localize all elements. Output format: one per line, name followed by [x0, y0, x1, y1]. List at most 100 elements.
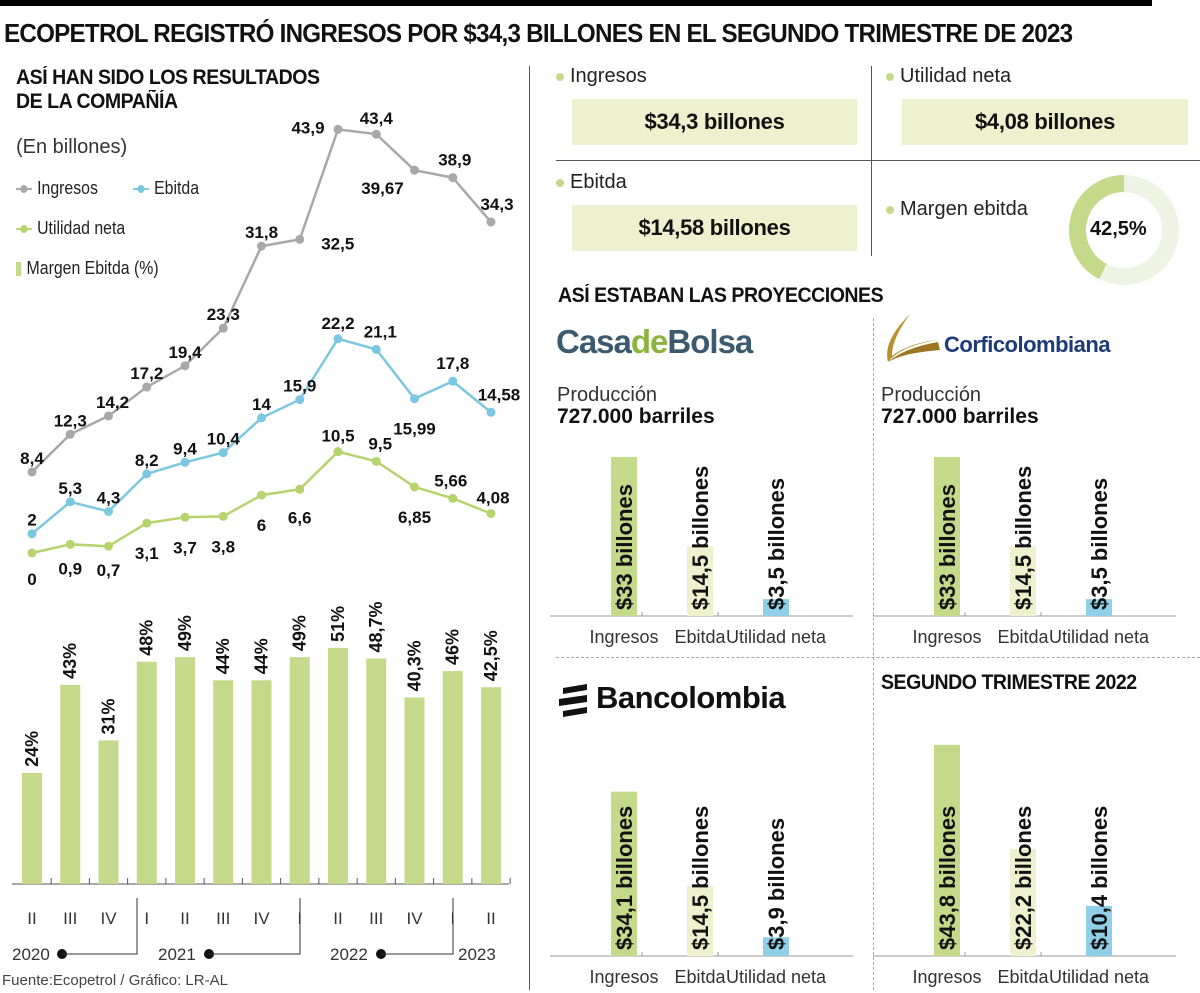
- corficolombiana-logo: [880, 312, 942, 371]
- data-point: [257, 490, 266, 500]
- quarter-tick-label: II: [333, 909, 342, 928]
- data-point: [218, 323, 228, 333]
- data-label: 43,4: [360, 109, 394, 128]
- quarter-tick-label: I: [144, 909, 149, 928]
- proj-bar: [611, 791, 637, 956]
- bar-label: 48%: [137, 620, 157, 656]
- proj-bar-label: $3,9 billones: [764, 818, 789, 950]
- data-point: [218, 448, 228, 458]
- data-point: [180, 457, 190, 467]
- proj-category-label: Utilidad neta: [726, 627, 827, 647]
- legend-margen: Margen Ebitda (%): [16, 258, 159, 279]
- data-point: [333, 334, 343, 344]
- data-label: 2: [27, 511, 36, 530]
- data-point: [410, 165, 419, 175]
- margin-bar: [481, 687, 501, 884]
- q2-2022-title: SEGUNDO TRIMESTRE 2022: [881, 671, 1137, 694]
- data-label: 5,66: [434, 471, 467, 490]
- projections-horizontal-divider: [556, 657, 1200, 658]
- data-label: 0,7: [97, 561, 121, 580]
- data-point: [371, 129, 381, 139]
- legend-ingresos-marker-icon: [16, 184, 32, 193]
- data-label: 39,67: [361, 179, 404, 198]
- margin-bar: [213, 680, 234, 884]
- data-point: [410, 394, 419, 404]
- data-point: [27, 529, 37, 539]
- kpi-utilidad-value: $4,08 billones: [902, 99, 1188, 145]
- corficolombiana-name: Corficolombiana: [944, 332, 1111, 357]
- proj-bar-label: $22,2 billones: [1011, 806, 1036, 950]
- bar-label: 44%: [252, 638, 272, 674]
- legend-utilidad: Utilidad neta: [16, 218, 125, 239]
- data-label: 43,9: [291, 118, 324, 137]
- data-label: 4,3: [97, 489, 121, 508]
- data-label: 9,4: [173, 439, 197, 458]
- units-label: (En billones): [16, 136, 128, 158]
- proj-category-label: Ingresos: [912, 627, 981, 647]
- quarter-tick-label: IV: [406, 909, 423, 928]
- proj-bar: [763, 937, 789, 956]
- casa-production-value: 727.000 barriles: [557, 405, 715, 428]
- kpi-margen-label: Margen ebitda: [886, 198, 1028, 221]
- proj-bar-label: $33 billones: [935, 484, 960, 610]
- data-label: 8,2: [135, 451, 159, 470]
- data-label: 17,8: [436, 354, 469, 373]
- data-point: [410, 482, 419, 492]
- proj-bar: [934, 456, 960, 616]
- donut-value: 42,5%: [1090, 218, 1147, 240]
- margin-bar: [289, 657, 310, 884]
- year-label: 2020: [12, 945, 50, 964]
- data-label: 6,85: [398, 508, 431, 527]
- data-point: [27, 548, 37, 558]
- data-point: [142, 382, 152, 392]
- data-label: 6: [257, 516, 266, 535]
- kpi-ebitda-value: $14,58 billones: [572, 205, 857, 251]
- bar-label: 44%: [213, 638, 233, 674]
- data-label: 34,3: [480, 195, 513, 214]
- legend-margen-marker-icon: [16, 261, 22, 276]
- bar-label: 31%: [99, 698, 119, 734]
- data-label: 4,08: [476, 489, 509, 508]
- data-point: [104, 411, 113, 421]
- margin-bar: [175, 657, 195, 884]
- bar-label: 43%: [60, 643, 80, 679]
- source-note: Fuente:Ecopetrol / Gráfico: LR-AL: [2, 972, 228, 989]
- data-label: 19,4: [168, 343, 202, 362]
- bar-label: 46%: [443, 629, 463, 665]
- proj-category-label: Ebitda: [674, 627, 726, 647]
- data-point: [448, 493, 458, 503]
- proj-category-label: Ingresos: [589, 967, 658, 987]
- bancolombia-stripes-icon: [559, 684, 587, 717]
- corfi-production-label: Producción: [881, 384, 982, 406]
- proj-bar-label: $10,4 billones: [1087, 806, 1112, 950]
- margin-bar: [366, 658, 387, 884]
- data-label: 15,99: [393, 420, 436, 439]
- margin-bar: [60, 684, 81, 884]
- data-label: 8,4: [20, 449, 44, 468]
- margin-bar: [22, 772, 42, 884]
- data-point: [180, 512, 190, 522]
- bar-label: 49%: [290, 615, 310, 651]
- legend-ebitda: Ebitda: [133, 178, 199, 199]
- proj-bar: [1086, 905, 1112, 956]
- corficolombiana-swoosh-icon: [887, 314, 940, 362]
- data-label: 32,5: [321, 234, 354, 253]
- data-point: [104, 507, 113, 517]
- margin-bar: [404, 697, 425, 884]
- quarter-tick-label: IV: [253, 909, 270, 928]
- main-title: ECOPETROL REGISTRÓ INGRESOS POR $34,3 BI…: [4, 18, 1073, 48]
- data-point: [27, 467, 37, 477]
- proj-category-label: Utilidad neta: [1049, 967, 1150, 987]
- data-point: [448, 173, 458, 183]
- projection-charts: $33 billones Ingresos $14,5 billones Ebitda…: [550, 456, 1176, 987]
- data-label: 3,7: [173, 538, 197, 557]
- proj-category-label: Ebitda: [997, 967, 1049, 987]
- data-label: 12,3: [54, 411, 87, 430]
- year-bracket: [209, 898, 301, 955]
- kpi-ingresos-label: Ingresos: [556, 65, 647, 88]
- legend-margen-label: Margen Ebitda (%): [26, 258, 159, 278]
- year-label: 2023: [458, 945, 496, 964]
- legend-utilidad-marker-icon: [16, 224, 32, 233]
- projections-vertical-divider: [873, 318, 874, 990]
- data-label: 3,8: [211, 537, 235, 556]
